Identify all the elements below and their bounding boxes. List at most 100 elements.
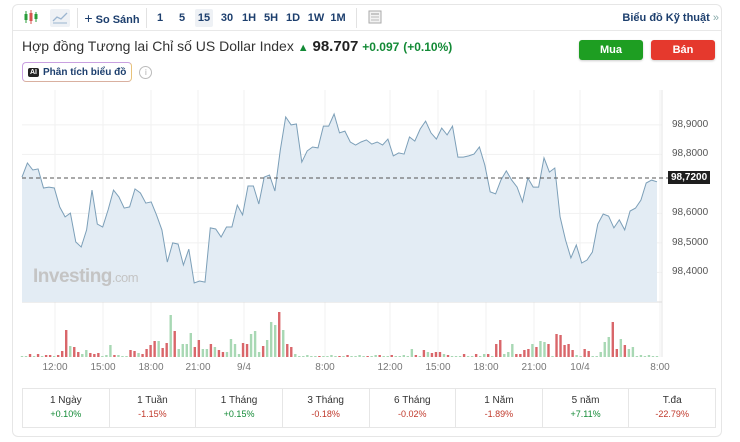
timeframe-5h[interactable]: 5H [263, 12, 279, 24]
period-cell[interactable]: 1 Tháng +0.15% [196, 389, 283, 427]
volume-bar [181, 344, 184, 357]
period-cell[interactable]: 5 năm +7.11% [543, 389, 630, 427]
period-change: +0.15% [223, 409, 255, 419]
volume-bar [28, 354, 32, 357]
volume-bar [334, 356, 337, 357]
x-tick-label: 10/4 [570, 362, 590, 373]
period-cell[interactable]: 3 Tháng -0.18% [283, 389, 370, 427]
last-value-badge: 98,7200 [668, 171, 711, 184]
volume-bar [52, 356, 56, 357]
compare-button[interactable]: + So Sánh [84, 9, 140, 27]
period-change: +7.11% [570, 409, 601, 419]
volume-bar [121, 356, 124, 357]
investing-watermark: Investing.com [33, 266, 139, 288]
volume-bar [362, 356, 365, 357]
volume-bar [539, 341, 542, 357]
timeframe-1h[interactable]: 1H [241, 12, 257, 24]
volume-bar [310, 356, 313, 357]
timeframe-1d[interactable]: 1D [285, 12, 301, 24]
table-icon[interactable] [367, 9, 383, 27]
volume-bar [575, 355, 578, 357]
timeframe-15[interactable]: 15 [195, 9, 213, 27]
volume-bar [161, 348, 164, 357]
timeframe-5[interactable]: 5 [178, 12, 186, 24]
volume-bar [503, 354, 506, 357]
volume-bar [535, 347, 538, 357]
volume-bar [213, 347, 217, 357]
volume-bar [221, 352, 225, 357]
x-tick-label: 21:00 [185, 362, 211, 373]
volume-bar [342, 356, 345, 357]
info-icon[interactable]: i [139, 65, 153, 79]
x-tick-label: 18:00 [138, 362, 164, 373]
volume-bar [487, 354, 490, 357]
technical-chart-link[interactable]: Biểu đồ Kỹ thuật » [619, 9, 719, 27]
volume-bar [370, 356, 373, 357]
volume-bar [615, 349, 619, 357]
volume-bar [651, 356, 655, 357]
y-tick-label: 98,4000 [672, 266, 709, 278]
timeframe-1w[interactable]: 1W [307, 12, 325, 24]
period-label: 6 Tháng [394, 395, 431, 406]
volume-bar [350, 356, 353, 357]
volume-bar [149, 345, 152, 357]
volume-bar [209, 344, 213, 357]
volume-bar [273, 325, 277, 357]
volume-bar [141, 354, 144, 357]
volume-bar [169, 315, 172, 357]
period-label: 1 Ngày [49, 395, 82, 406]
volume-bar [567, 344, 570, 357]
period-cell[interactable]: 1 Năm -1.89% [456, 389, 543, 427]
ai-chart-analysis-button[interactable]: AI Phân tích biểu đồ [22, 62, 133, 82]
volume-bar [69, 346, 72, 357]
volume-bar [611, 322, 614, 357]
timeframe-1[interactable]: 1 [156, 12, 164, 24]
volume-bar [330, 355, 333, 357]
watermark-brand: Investing [33, 266, 112, 287]
volume-bar [551, 356, 554, 357]
period-cell[interactable]: 1 Tuần -1.15% [110, 389, 197, 427]
volume-bar [422, 350, 426, 357]
timeframe-1m[interactable]: 1M [330, 12, 346, 24]
ai-icon: AI [28, 67, 39, 77]
volume-bar [482, 354, 486, 357]
period-cell[interactable]: 6 Tháng -0.02% [370, 389, 457, 427]
volume-bar [627, 349, 631, 357]
volume-bar [527, 349, 530, 357]
period-change: -1.89% [484, 409, 514, 419]
volume-bar [595, 356, 598, 357]
instrument-title: Hợp đồng Tương lai Chỉ số US Dollar Inde… [22, 38, 294, 54]
line-chart-icon[interactable] [50, 9, 70, 27]
price-change-pct: (+0.10%) [403, 40, 453, 54]
period-cell[interactable]: 1 Ngày +0.10% [23, 389, 110, 427]
chart-card [12, 4, 722, 437]
volume-bar [173, 331, 176, 357]
volume-bar [73, 347, 76, 357]
period-cell[interactable]: T.đa -22.79% [629, 389, 715, 427]
volume-bar [125, 356, 128, 357]
volume-bar [225, 352, 229, 357]
volume-bar [499, 340, 502, 357]
volume-bar [523, 350, 526, 357]
volume-bar [454, 356, 458, 357]
volume-bar [462, 354, 466, 357]
x-tick-label: 8:00 [650, 362, 670, 373]
timeframe-30[interactable]: 30 [220, 12, 234, 24]
buy-button[interactable]: Mua [579, 40, 643, 60]
sell-button[interactable]: Bán [651, 40, 715, 60]
volume-bar [145, 349, 148, 357]
volume-bar [298, 356, 301, 357]
volume-bar [278, 312, 281, 357]
chevron-right-icon: » [712, 12, 719, 24]
volume-bar [583, 349, 586, 357]
volume-bar [386, 356, 389, 357]
volume-bar [390, 355, 393, 357]
ai-analysis-label: Phân tích biểu đồ [43, 66, 127, 78]
period-change: -1.15% [138, 409, 167, 419]
volume-bar [647, 355, 651, 357]
volume-bar [265, 340, 269, 357]
price-chart[interactable] [0, 90, 740, 365]
volume-bar [282, 330, 285, 357]
volume-bar [531, 344, 534, 357]
candlestick-icon[interactable] [23, 9, 39, 27]
